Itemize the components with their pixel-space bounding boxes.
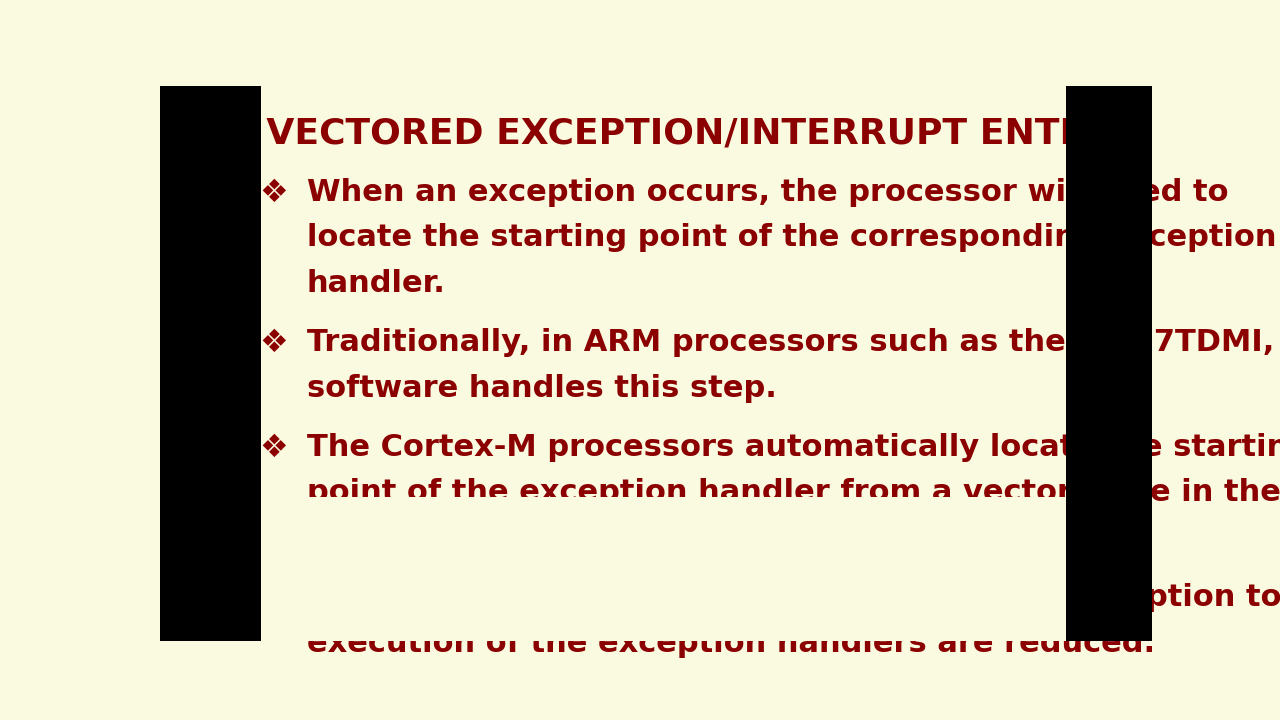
Text: locate the starting point of the corresponding exception: locate the starting point of the corresp… <box>307 223 1276 252</box>
Bar <box>1048 605 1066 627</box>
Text: handler.: handler. <box>307 269 445 298</box>
Text: Activate W: Activate W <box>1053 564 1120 577</box>
Text: The Cortex-M processors automatically locate the starting: The Cortex-M processors automatically lo… <box>307 433 1280 462</box>
Text: Traditionally, in ARM processors such as the ARM7TDMI,: Traditionally, in ARM processors such as… <box>307 328 1274 357</box>
Text: ❖: ❖ <box>260 328 288 359</box>
Text: ❖: ❖ <box>260 583 288 614</box>
Bar <box>160 86 261 641</box>
Text: As a result, the delays from the start of the exception to the: As a result, the delays from the start o… <box>307 583 1280 612</box>
Text: When an exception occurs, the processor will need to: When an exception occurs, the processor … <box>307 178 1229 207</box>
Bar <box>1066 86 1152 641</box>
Text: 104: 104 <box>987 594 1029 614</box>
Text: 3. VECTORED EXCEPTION/INTERRUPT ENTRY: 3. VECTORED EXCEPTION/INTERRUPT ENTRY <box>215 117 1111 151</box>
Text: Go to Settings: Go to Settings <box>1053 578 1142 591</box>
Text: memory.: memory. <box>307 524 456 553</box>
Text: software handles this step.: software handles this step. <box>307 374 777 402</box>
Text: point of the exception handler from a vector table in the: point of the exception handler from a ve… <box>307 478 1280 508</box>
Text: ❖: ❖ <box>260 178 288 209</box>
Text: execution of the exception handlers are reduced.: execution of the exception handlers are … <box>307 629 1155 657</box>
Text: ❖: ❖ <box>260 433 288 464</box>
Bar <box>261 497 1066 641</box>
